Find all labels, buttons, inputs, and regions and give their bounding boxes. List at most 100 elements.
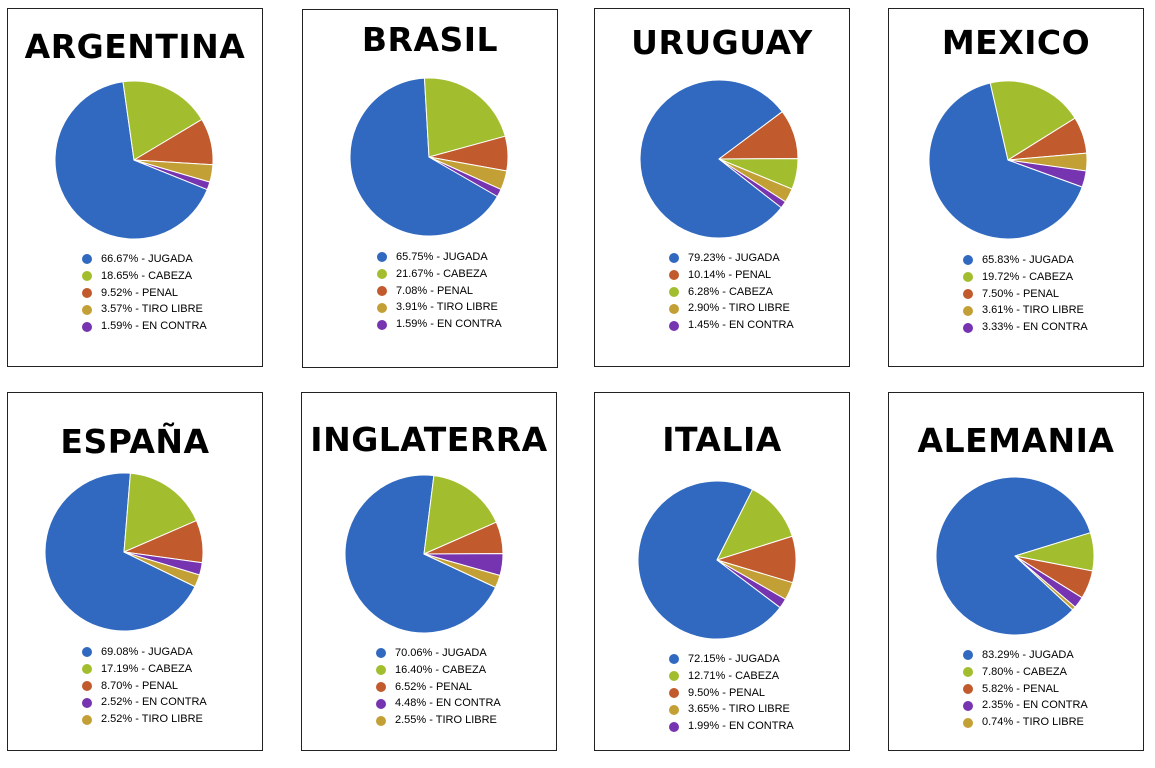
pie-slice-cabeza bbox=[122, 80, 203, 161]
legend-label: 2.55% - TIRO LIBRE bbox=[395, 714, 497, 727]
pie-slice-tiro-libre bbox=[1014, 555, 1076, 611]
legend-label: 5.82% - PENAL bbox=[982, 682, 1060, 695]
legend-item-cabeza: 12.71% - CABEZA bbox=[669, 668, 794, 685]
pie-slice-en-contra bbox=[428, 156, 502, 197]
chart-title: MEXICO bbox=[941, 23, 1091, 62]
legend-label: 3.65% - TIRO LIBRE bbox=[688, 703, 790, 716]
legend-item-jugada: 65.75% - JUGADA bbox=[377, 249, 502, 266]
legend-label: 10.14% - PENAL bbox=[688, 268, 772, 281]
chart-title: URUGUAY bbox=[631, 23, 813, 62]
chart-panel-alemania: ALEMANIA 83.29% - JUGADA 7.80% - CABEZA 5.8… bbox=[888, 392, 1144, 751]
legend-swatch bbox=[376, 648, 386, 659]
legend-swatch bbox=[82, 647, 92, 658]
legend-item-tiro-libre: 2.52% - TIRO LIBRE bbox=[82, 711, 207, 728]
legend-item-en-contra: 1.45% - EN CONTRA bbox=[669, 317, 794, 334]
legend-label: 1.45% - EN CONTRA bbox=[688, 319, 794, 332]
chart-legend: 65.83% - JUGADA 19.72% - CABEZA 7.50% - PE… bbox=[963, 252, 1088, 336]
legend-item-jugada: 65.83% - JUGADA bbox=[963, 252, 1088, 269]
legend-swatch bbox=[377, 302, 387, 313]
legend-item-cabeza: 16.40% - CABEZA bbox=[376, 662, 501, 679]
legend-label: 8.70% - PENAL bbox=[101, 679, 179, 692]
legend-item-cabeza: 17.19% - CABEZA bbox=[82, 661, 207, 678]
legend-swatch bbox=[669, 704, 679, 715]
legend-item-tiro-libre: 2.90% - TIRO LIBRE bbox=[669, 300, 794, 317]
pie-slice-cabeza bbox=[716, 488, 793, 561]
chart-panel-uruguay: URUGUAY 79.23% - JUGADA 10.14% - PENAL 6.28… bbox=[594, 8, 850, 367]
legend-label: 1.59% - EN CONTRA bbox=[396, 318, 502, 331]
chart-title: ALEMANIA bbox=[917, 421, 1115, 460]
pie-slice-jugada bbox=[928, 82, 1083, 240]
chart-panel-italia: ITALIA 72.15% - JUGADA 12.71% - CABEZA 9.50… bbox=[594, 392, 850, 751]
legend-swatch bbox=[376, 715, 386, 726]
legend-swatch bbox=[963, 717, 973, 728]
legend-label: 65.75% - JUGADA bbox=[396, 251, 488, 263]
legend-swatch bbox=[377, 252, 387, 263]
legend-swatch bbox=[669, 270, 679, 281]
pie-slice-jugada bbox=[639, 79, 783, 239]
legend-label: 6.52% - PENAL bbox=[395, 680, 473, 693]
chart-title: BRASIL bbox=[361, 20, 499, 59]
legend-label: 0.74% - TIRO LIBRE bbox=[982, 716, 1084, 729]
pie-chart bbox=[44, 472, 204, 632]
legend-item-jugada: 69.08% - JUGADA bbox=[82, 644, 207, 661]
chart-panel-mexico: MEXICO 65.83% - JUGADA 19.72% - CABEZA 7.50… bbox=[888, 8, 1144, 367]
legend-swatch bbox=[963, 683, 973, 694]
legend-label: 7.50% - PENAL bbox=[982, 287, 1060, 300]
legend-label: 65.83% - JUGADA bbox=[982, 254, 1074, 266]
legend-item-en-contra: 1.59% - EN CONTRA bbox=[377, 316, 502, 333]
legend-swatch bbox=[82, 664, 92, 675]
pie-slice-en-contra bbox=[1007, 159, 1087, 188]
legend-swatch bbox=[376, 681, 386, 692]
pie-slice-en-contra bbox=[718, 158, 786, 209]
legend-swatch bbox=[82, 680, 92, 691]
chart-title: ITALIA bbox=[662, 420, 782, 459]
legend-label: 83.29% - JUGADA bbox=[982, 649, 1074, 661]
legend-swatch bbox=[963, 255, 973, 266]
chart-title: ARGENTINA bbox=[24, 27, 246, 66]
legend-item-cabeza: 19.72% - CABEZA bbox=[963, 269, 1088, 286]
legend-swatch bbox=[669, 654, 679, 665]
pie-slice-jugada bbox=[344, 474, 497, 634]
legend-label: 7.80% - CABEZA bbox=[982, 665, 1067, 678]
legend-item-jugada: 83.29% - JUGADA bbox=[963, 647, 1088, 664]
legend-swatch bbox=[82, 271, 92, 282]
legend-label: 9.50% - PENAL bbox=[688, 686, 766, 699]
legend-label: 1.99% - EN CONTRA bbox=[688, 720, 794, 733]
legend-item-penal: 6.52% - PENAL bbox=[376, 679, 501, 696]
pie-slice-cabeza bbox=[423, 475, 497, 555]
legend-item-jugada: 66.67% - JUGADA bbox=[82, 251, 207, 268]
legend-item-en-contra: 1.99% - EN CONTRA bbox=[669, 718, 794, 735]
legend-swatch bbox=[82, 697, 92, 708]
legend-label: 3.91% - TIRO LIBRE bbox=[396, 301, 498, 314]
legend-label: 21.67% - CABEZA bbox=[396, 267, 488, 280]
legend-label: 69.08% - JUGADA bbox=[101, 646, 193, 658]
legend-item-tiro-libre: 3.91% - TIRO LIBRE bbox=[377, 299, 502, 316]
legend-swatch bbox=[377, 319, 387, 330]
legend-swatch bbox=[377, 269, 387, 280]
pie-chart bbox=[54, 80, 214, 240]
legend-swatch bbox=[377, 285, 387, 296]
legend-swatch bbox=[669, 320, 679, 331]
legend-item-penal: 9.50% - PENAL bbox=[669, 685, 794, 702]
legend-label: 19.72% - CABEZA bbox=[982, 270, 1074, 283]
pie-slice-jugada bbox=[935, 476, 1091, 636]
legend-item-en-contra: 4.48% - EN CONTRA bbox=[376, 695, 501, 712]
legend-swatch bbox=[669, 671, 679, 682]
legend-label: 9.52% - PENAL bbox=[101, 286, 179, 299]
legend-item-cabeza: 7.80% - CABEZA bbox=[963, 664, 1088, 681]
chart-title: INGLATERRA bbox=[310, 420, 548, 459]
chart-legend: 83.29% - JUGADA 7.80% - CABEZA 5.82% - PEN… bbox=[963, 647, 1088, 731]
legend-label: 4.48% - EN CONTRA bbox=[395, 697, 501, 710]
legend-item-cabeza: 21.67% - CABEZA bbox=[377, 266, 502, 283]
legend-swatch bbox=[669, 303, 679, 314]
legend-label: 16.40% - CABEZA bbox=[395, 663, 487, 676]
legend-swatch bbox=[669, 253, 679, 264]
legend-label: 18.65% - CABEZA bbox=[101, 269, 193, 282]
legend-item-cabeza: 18.65% - CABEZA bbox=[82, 268, 207, 285]
pie-chart bbox=[637, 480, 797, 640]
legend-label: 1.59% - EN CONTRA bbox=[101, 320, 207, 333]
legend-item-penal: 8.70% - PENAL bbox=[82, 678, 207, 695]
legend-label: 17.19% - CABEZA bbox=[101, 662, 193, 675]
pie-slice-jugada bbox=[54, 81, 208, 240]
chart-panel-brasil: BRASIL 65.75% - JUGADA 21.67% - CABEZA 7.08… bbox=[302, 9, 558, 368]
